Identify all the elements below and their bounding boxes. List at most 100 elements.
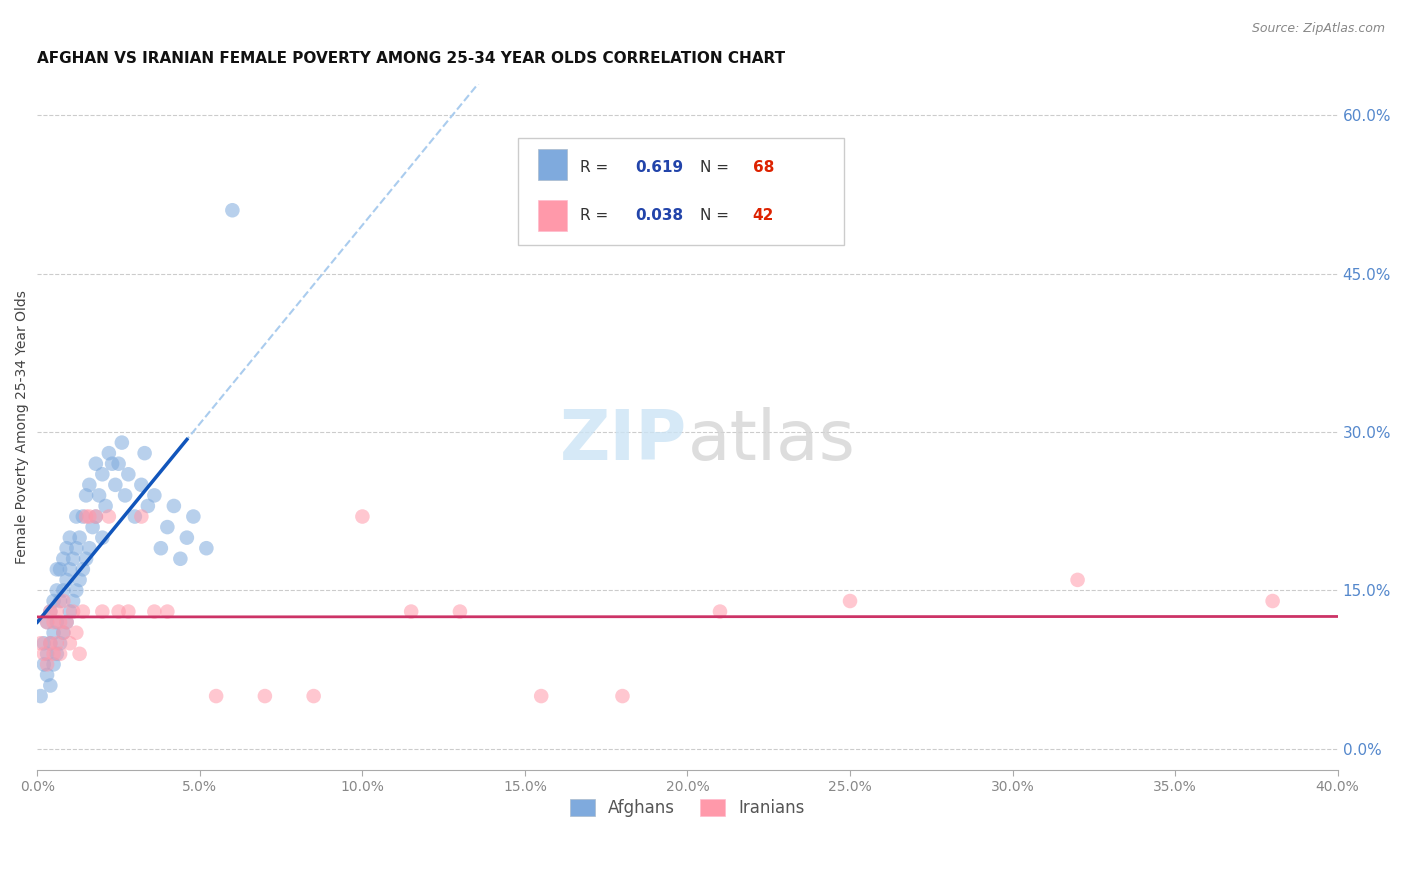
Point [79, 509, 101, 524]
Y-axis label: Female Poverty Among 25-34 Year Olds: Female Poverty Among 25-34 Year Olds [15, 290, 30, 564]
Point [131, 478, 153, 492]
Point [449, 605, 471, 619]
Point [84, 509, 107, 524]
Point [399, 605, 422, 619]
Bar [538, 200, 567, 231]
Point [55, 541, 77, 556]
Text: N =: N = [700, 208, 734, 223]
Text: R =: R = [579, 161, 613, 176]
Point [45, 562, 67, 576]
Point [39, 605, 62, 619]
Point [143, 488, 166, 502]
Point [169, 551, 191, 566]
Point [35, 668, 58, 682]
Point [42, 647, 65, 661]
Point [149, 541, 172, 556]
Point [49, 594, 72, 608]
Point [62, 551, 84, 566]
Point [75, 551, 97, 566]
Point [253, 689, 276, 703]
Point [49, 615, 72, 629]
Point [62, 594, 84, 608]
Point [55, 615, 77, 629]
Point [709, 605, 731, 619]
Point [55, 573, 77, 587]
Text: 0.038: 0.038 [636, 208, 683, 223]
Point [107, 457, 129, 471]
Point [45, 583, 67, 598]
Text: Source: ZipAtlas.com: Source: ZipAtlas.com [1251, 22, 1385, 36]
Point [42, 657, 65, 672]
Point [530, 689, 553, 703]
Point [72, 509, 94, 524]
Text: AFGHAN VS IRANIAN FEMALE POVERTY AMONG 25-34 YEAR OLDS CORRELATION CHART: AFGHAN VS IRANIAN FEMALE POVERTY AMONG 2… [38, 51, 786, 66]
Point [183, 509, 205, 524]
Point [65, 509, 87, 524]
Point [1066, 573, 1088, 587]
Point [205, 689, 228, 703]
Text: 42: 42 [752, 208, 773, 223]
Bar [538, 149, 567, 179]
Point [87, 488, 110, 502]
Point [91, 467, 114, 482]
Point [35, 647, 58, 661]
Point [52, 625, 75, 640]
Point [30, 636, 52, 650]
Point [35, 615, 58, 629]
Point [117, 605, 139, 619]
Point [114, 488, 136, 502]
Text: R =: R = [579, 208, 613, 223]
Point [39, 636, 62, 650]
Point [104, 478, 127, 492]
Point [94, 499, 117, 513]
Point [35, 657, 58, 672]
Point [163, 499, 186, 513]
Point [302, 689, 325, 703]
Point [45, 647, 67, 661]
Point [97, 509, 120, 524]
Point [42, 615, 65, 629]
Point [134, 446, 156, 460]
Point [42, 594, 65, 608]
Point [176, 531, 198, 545]
Point [42, 625, 65, 640]
Point [156, 520, 179, 534]
FancyBboxPatch shape [519, 138, 844, 244]
Point [107, 605, 129, 619]
Point [45, 636, 67, 650]
Text: N =: N = [700, 161, 734, 176]
Point [55, 615, 77, 629]
Point [79, 478, 101, 492]
Point [82, 520, 104, 534]
Point [59, 605, 82, 619]
Point [32, 657, 55, 672]
Point [72, 605, 94, 619]
Point [59, 531, 82, 545]
Point [156, 605, 179, 619]
Text: 0.619: 0.619 [636, 161, 683, 176]
Point [52, 594, 75, 608]
Point [52, 583, 75, 598]
Point [52, 551, 75, 566]
Point [136, 499, 159, 513]
Point [195, 541, 218, 556]
Point [117, 467, 139, 482]
Text: ZIP: ZIP [560, 407, 688, 474]
Point [65, 541, 87, 556]
Point [124, 509, 146, 524]
Point [72, 562, 94, 576]
Point [84, 509, 107, 524]
Point [32, 647, 55, 661]
Point [143, 605, 166, 619]
Point [75, 509, 97, 524]
Point [69, 573, 91, 587]
Point [49, 636, 72, 650]
Point [39, 636, 62, 650]
Point [352, 509, 374, 524]
Point [52, 625, 75, 640]
Point [69, 647, 91, 661]
Point [39, 679, 62, 693]
Point [30, 689, 52, 703]
Text: atlas: atlas [688, 407, 855, 474]
Point [59, 636, 82, 650]
